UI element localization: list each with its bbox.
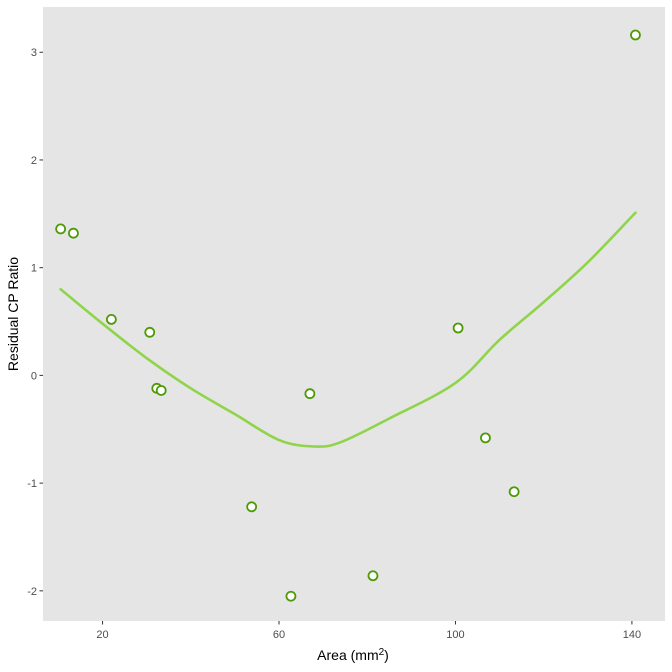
data-point [367, 570, 379, 582]
smooth-line-layer [59, 211, 637, 448]
x-tick-label: 60 [273, 629, 285, 641]
points-layer [55, 29, 641, 602]
y-tick-label: 3 [31, 47, 37, 59]
data-point [508, 486, 520, 498]
y-tick-label: -1 [27, 478, 37, 490]
x-axis-title-superscript: 2 [379, 647, 385, 658]
panel-background [43, 7, 665, 621]
y-tick-label: -2 [27, 586, 37, 598]
x-axis-title: Area (mm2) [317, 647, 389, 664]
data-point [155, 385, 167, 396]
data-point [68, 227, 79, 239]
data-point [630, 29, 641, 41]
y-tick-label: 0 [31, 370, 37, 382]
smooth-trend-line [59, 211, 637, 448]
y-axis: -2 -1 0 1 2 3 [27, 47, 43, 598]
data-point [55, 223, 67, 235]
x-tick-label: 100 [446, 629, 464, 641]
x-tick-label: 20 [96, 629, 108, 641]
x-tick-label: 140 [623, 629, 641, 641]
x-axis: 20 60 100 140 [96, 621, 641, 641]
data-point [304, 388, 316, 400]
data-point [144, 326, 156, 338]
data-point [452, 322, 464, 334]
data-point [285, 590, 297, 602]
data-point [246, 501, 258, 513]
data-point [480, 432, 491, 444]
data-point [105, 313, 117, 325]
y-axis-title: Residual CP Ratio [5, 257, 21, 371]
y-tick-label: 2 [31, 155, 37, 167]
y-tick-label: 1 [31, 263, 37, 275]
